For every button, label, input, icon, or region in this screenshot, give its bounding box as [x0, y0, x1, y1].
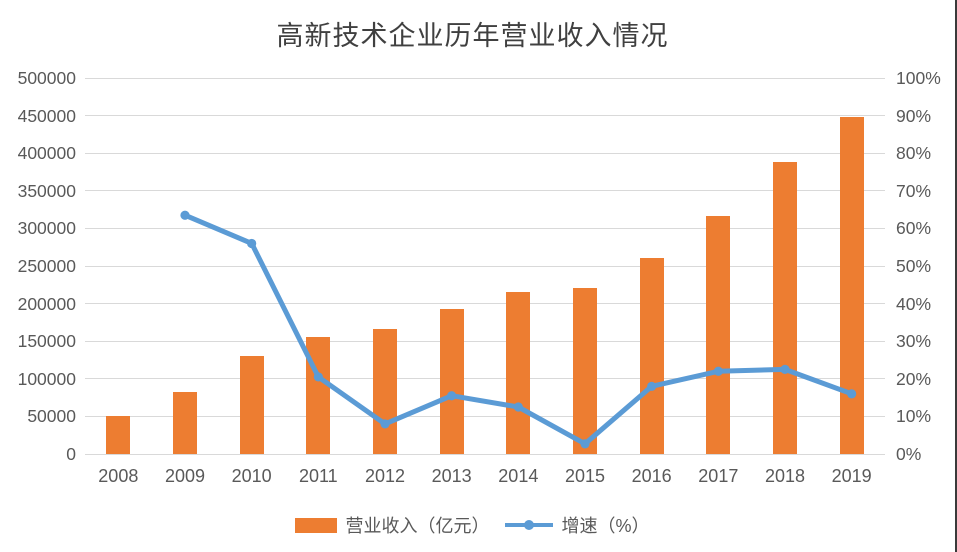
x-axis-label: 2019: [831, 466, 872, 486]
revenue-bar: [106, 415, 131, 454]
y-axis-tick-label: 200000: [17, 293, 76, 314]
revenue-bar: [439, 308, 464, 454]
gridline: [85, 265, 885, 267]
x-axis-label: 2009: [164, 466, 206, 486]
revenue-bar: [573, 287, 597, 454]
revenue-bar: [239, 356, 264, 454]
gridline: [85, 378, 885, 380]
x-axis-label: 2008: [98, 466, 139, 486]
revenue-bar: [839, 117, 864, 454]
x-axis-label: 2010: [231, 466, 272, 486]
legend-revenue-label: 营业收入（亿元）: [345, 516, 490, 536]
x-axis-label: 2016: [631, 466, 672, 486]
legend-item-growth: 增速（%）: [505, 512, 650, 538]
window-edge-divider: [955, 0, 957, 552]
gridline: [85, 115, 885, 117]
legend-item-revenue: 营业收入（亿元）: [295, 512, 489, 538]
x-axis-label: 2018: [764, 466, 806, 486]
secondary-y-axis-tick-label: 30%: [896, 331, 932, 352]
secondary-y-axis-tick-label: 50%: [896, 256, 932, 276]
revenue-bar: [639, 258, 664, 454]
chart-title: 高新技术企业历年营业收入情况: [276, 21, 669, 51]
x-axis-label: 2014: [498, 466, 539, 486]
revenue-bar: [306, 336, 331, 454]
revenue-bar: [706, 215, 731, 454]
legend-growth-label: 增速（%）: [561, 516, 650, 536]
y-axis-tick-label: 100000: [17, 368, 76, 389]
y-axis-tick-label: 0: [66, 444, 76, 464]
gridline: [85, 152, 885, 154]
secondary-y-axis-tick-label: 70%: [896, 180, 932, 201]
y-axis-tick-label: 350000: [17, 180, 76, 201]
secondary-y-axis-tick-label: 20%: [896, 368, 932, 389]
y-axis-tick-label: 150000: [17, 331, 76, 352]
gridline: [85, 340, 885, 342]
x-axis-label: 2011: [298, 466, 338, 486]
revenue-bar: [373, 329, 397, 454]
x-axis-label: 2012: [364, 466, 406, 486]
gridline: [85, 453, 885, 455]
x-axis-label: 2015: [564, 466, 606, 486]
revenue-bar: [506, 291, 531, 454]
secondary-y-axis-tick-label: 100%: [896, 68, 941, 88]
y-axis-tick-label: 500000: [17, 68, 76, 88]
x-axis-label: 2013: [431, 466, 472, 486]
gridline: [85, 227, 885, 229]
revenue-swatch-icon: [295, 517, 338, 533]
gridline: [85, 77, 885, 79]
secondary-y-axis-tick-label: 80%: [896, 143, 932, 164]
legend: 营业收入（亿元） 增速（%）: [0, 508, 945, 542]
x-axis-label: 2017: [698, 466, 739, 486]
gridline: [85, 190, 885, 192]
revenue-bar: [173, 391, 197, 454]
gridline: [85, 303, 885, 305]
y-axis-tick-label: 450000: [17, 105, 76, 126]
growth-swatch-icon: [505, 520, 554, 530]
secondary-y-axis-tick-label: 10%: [896, 406, 932, 427]
y-axis-tick-label: 50000: [27, 406, 76, 427]
secondary-y-axis-tick-label: 40%: [896, 293, 932, 314]
secondary-y-axis-tick-label: 90%: [896, 105, 932, 126]
y-axis-tick-label: 300000: [17, 218, 76, 239]
secondary-y-axis-tick-label: 0%: [896, 444, 922, 464]
secondary-y-axis-tick-label: 60%: [896, 218, 932, 239]
revenue-bar: [773, 162, 797, 454]
y-axis-tick-label: 250000: [17, 256, 76, 276]
gridline: [85, 415, 885, 417]
y-axis-tick-label: 400000: [17, 143, 76, 164]
